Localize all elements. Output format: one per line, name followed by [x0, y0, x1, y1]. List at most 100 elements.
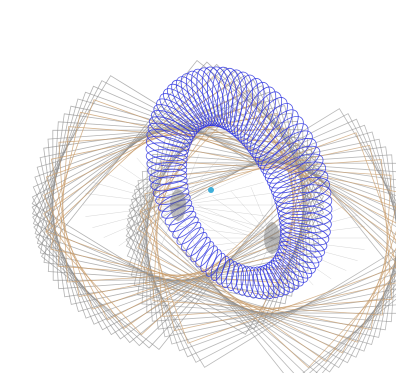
torus-coil — [181, 227, 205, 251]
torus-coil — [252, 109, 299, 162]
torus-coil — [225, 71, 253, 137]
intersection-nodes — [170, 187, 280, 254]
torus-coil — [200, 245, 218, 273]
gray-grid-frame — [133, 138, 396, 338]
gray-grid-frame — [137, 145, 396, 331]
torus-coil — [279, 236, 323, 264]
orange-grid-frame — [139, 132, 396, 344]
gray-spoke — [92, 204, 179, 228]
torus-coil — [279, 222, 330, 246]
gray-grid-frame — [128, 124, 396, 352]
torus-coil — [205, 249, 222, 277]
torus-coil — [215, 255, 231, 285]
gray-grid-frame — [47, 120, 309, 290]
torus-coil — [273, 254, 304, 287]
gray-spoke — [271, 205, 347, 239]
torus-coil — [231, 263, 244, 294]
gray-spoke — [177, 182, 264, 206]
torus-coil — [176, 221, 202, 245]
gray-grid-frame — [128, 124, 396, 352]
gray-spoke — [156, 204, 179, 256]
torus-coil — [279, 227, 328, 252]
torus-coil — [275, 191, 333, 215]
torus-coil — [151, 110, 196, 141]
gray-grid-frame — [43, 113, 313, 297]
torus-coil — [210, 252, 226, 281]
torus-coil — [159, 93, 202, 133]
gray-spoke — [179, 226, 273, 239]
torus-coil — [145, 142, 189, 162]
gray-spoke — [177, 193, 271, 206]
orange-grid-frame — [57, 126, 299, 284]
torus-coil — [147, 162, 188, 179]
gray-spoke — [177, 172, 253, 206]
torus-coil — [146, 129, 191, 152]
torus-coil — [145, 135, 190, 157]
gray-grid-frame — [141, 154, 396, 322]
torus-coil — [145, 149, 188, 167]
gray-grid-frame — [125, 113, 396, 363]
torus-coil — [244, 266, 259, 299]
right-dense-intersection-node — [264, 222, 280, 254]
torus-coil — [147, 122, 192, 148]
torus-coil — [146, 155, 188, 173]
gray-grid-frame — [31, 74, 325, 336]
torus-coil — [274, 184, 332, 210]
torus-coil — [268, 260, 295, 293]
gray-grid-frame — [141, 153, 396, 323]
torus-coil — [156, 98, 200, 135]
orange-grid-frame — [139, 107, 396, 369]
gray-spoke — [271, 215, 358, 239]
gray-spoke — [271, 237, 347, 271]
gray-grid-frame — [34, 91, 322, 319]
gray-grid-frame — [33, 66, 323, 344]
torus-coil — [172, 216, 199, 239]
orange-grid-frame — [151, 159, 393, 317]
torus-coil — [269, 161, 327, 194]
torus-coil — [260, 130, 313, 175]
orange-grid-frame — [144, 146, 396, 330]
torus-coil — [257, 123, 309, 171]
torus-coil — [255, 116, 304, 166]
orange-grid-frame — [139, 133, 396, 343]
gray-spoke — [156, 154, 179, 206]
torus-coil — [262, 138, 317, 179]
torus-coil — [155, 187, 190, 205]
torus-coil — [253, 266, 270, 300]
torus-coil — [271, 169, 329, 199]
torus-coil — [152, 181, 189, 198]
gray-spoke — [197, 205, 273, 239]
torus-coil — [272, 176, 330, 204]
torus-coil — [264, 145, 321, 184]
gray-spoke — [85, 204, 179, 217]
torus-coil — [271, 257, 300, 290]
orange-grid-frame — [58, 127, 298, 283]
gray-spoke — [230, 190, 273, 239]
gray-spoke — [186, 237, 273, 261]
gray-grid-frame — [130, 131, 396, 345]
gray-spoke — [250, 237, 273, 289]
torus-coil — [277, 244, 316, 274]
torus-coil — [168, 210, 197, 233]
gray-spoke — [103, 204, 179, 238]
torus-coil — [277, 198, 333, 221]
center-marker — [208, 187, 214, 193]
gray-grid-frame — [31, 79, 325, 331]
torus-coil — [278, 240, 320, 269]
torus-coil — [240, 265, 254, 298]
gray-grid-frame — [126, 118, 396, 358]
torus-coil — [153, 104, 198, 138]
torus-coil — [195, 241, 215, 268]
gray-spoke — [250, 187, 273, 239]
gray-grid-frame — [35, 63, 321, 347]
gray-grid-frame — [133, 138, 396, 338]
orange-grid-frame — [45, 99, 311, 311]
gray-spoke — [177, 204, 264, 228]
gray-grid-frame — [125, 112, 396, 364]
torus-coil — [150, 175, 188, 192]
gray-grid-frame — [126, 103, 396, 373]
torus-coil — [266, 262, 290, 295]
torus-coil — [259, 265, 280, 299]
